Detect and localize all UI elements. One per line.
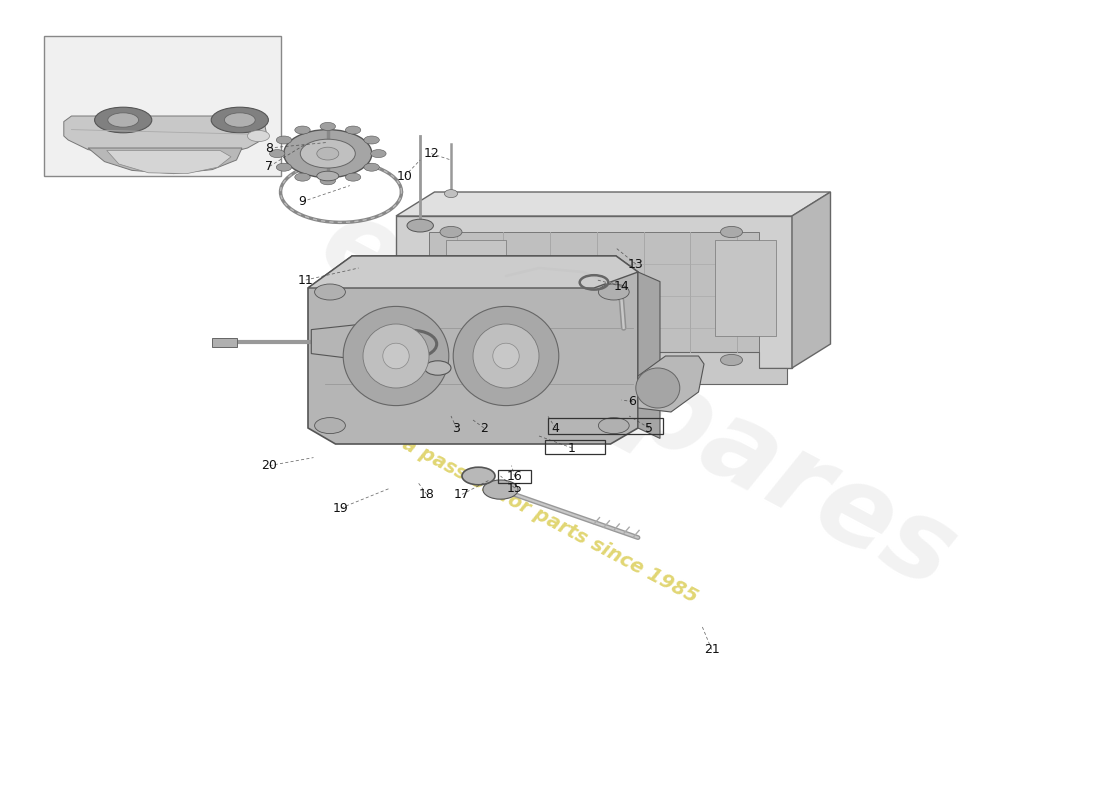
Ellipse shape [270, 150, 285, 158]
Ellipse shape [493, 343, 519, 369]
Ellipse shape [371, 150, 386, 158]
Ellipse shape [636, 368, 680, 408]
Text: a passion for parts since 1985: a passion for parts since 1985 [399, 434, 701, 606]
Polygon shape [407, 352, 786, 384]
Polygon shape [308, 256, 638, 288]
Text: 2: 2 [480, 422, 488, 434]
Ellipse shape [598, 284, 629, 300]
Polygon shape [88, 148, 242, 174]
Ellipse shape [284, 130, 372, 178]
Polygon shape [446, 240, 506, 336]
Ellipse shape [407, 219, 433, 232]
Polygon shape [638, 356, 704, 412]
Ellipse shape [473, 324, 539, 388]
Ellipse shape [320, 122, 336, 130]
Text: 6: 6 [628, 395, 637, 408]
Text: 10: 10 [397, 170, 412, 182]
Ellipse shape [453, 306, 559, 406]
Text: 18: 18 [419, 488, 435, 501]
Text: 11: 11 [298, 274, 314, 286]
Ellipse shape [95, 107, 152, 133]
Polygon shape [792, 192, 830, 368]
Ellipse shape [248, 130, 270, 142]
Text: 15: 15 [507, 482, 522, 494]
Ellipse shape [300, 139, 355, 168]
Ellipse shape [315, 418, 345, 434]
Ellipse shape [364, 136, 380, 144]
Text: 16: 16 [507, 470, 522, 483]
Polygon shape [396, 192, 830, 216]
Text: 7: 7 [265, 160, 274, 173]
Ellipse shape [315, 284, 345, 300]
Text: 14: 14 [614, 280, 629, 293]
Text: 21: 21 [704, 643, 719, 656]
Ellipse shape [224, 113, 255, 127]
Ellipse shape [425, 361, 451, 375]
Text: 20: 20 [262, 459, 277, 472]
Polygon shape [429, 232, 759, 352]
Polygon shape [638, 272, 660, 438]
Ellipse shape [317, 171, 339, 181]
Polygon shape [396, 216, 792, 368]
Ellipse shape [483, 480, 518, 499]
Ellipse shape [108, 113, 139, 127]
Text: 19: 19 [333, 502, 349, 514]
Ellipse shape [276, 136, 292, 144]
Ellipse shape [440, 226, 462, 238]
Text: 3: 3 [452, 422, 461, 434]
Text: 17: 17 [454, 488, 470, 501]
Text: eurospares: eurospares [302, 188, 974, 612]
Polygon shape [308, 256, 638, 444]
Ellipse shape [462, 467, 495, 485]
Ellipse shape [598, 418, 629, 434]
Ellipse shape [345, 173, 361, 181]
Ellipse shape [440, 354, 462, 366]
Bar [548, 418, 663, 434]
Polygon shape [715, 240, 775, 336]
Ellipse shape [720, 354, 742, 366]
Ellipse shape [363, 324, 429, 388]
Polygon shape [64, 116, 266, 158]
Text: 4: 4 [551, 422, 560, 434]
Ellipse shape [383, 343, 409, 369]
Ellipse shape [627, 354, 649, 366]
Text: 5: 5 [645, 422, 653, 434]
Text: 12: 12 [424, 147, 439, 160]
Bar [212, 338, 236, 347]
Ellipse shape [317, 147, 339, 160]
Ellipse shape [444, 190, 458, 198]
Ellipse shape [720, 226, 742, 238]
Ellipse shape [528, 354, 550, 366]
Ellipse shape [345, 126, 361, 134]
Polygon shape [107, 150, 231, 174]
Bar [498, 470, 531, 483]
Ellipse shape [343, 306, 449, 406]
Bar [44, 36, 280, 176]
Bar [544, 440, 605, 454]
Text: 1: 1 [568, 442, 576, 454]
Text: 9: 9 [298, 195, 307, 208]
Ellipse shape [295, 126, 310, 134]
Text: 13: 13 [628, 258, 643, 270]
Ellipse shape [320, 177, 336, 185]
Ellipse shape [276, 163, 292, 171]
Ellipse shape [295, 173, 310, 181]
Text: 8: 8 [265, 142, 274, 154]
Ellipse shape [364, 163, 380, 171]
Polygon shape [311, 324, 396, 360]
Ellipse shape [211, 107, 268, 133]
